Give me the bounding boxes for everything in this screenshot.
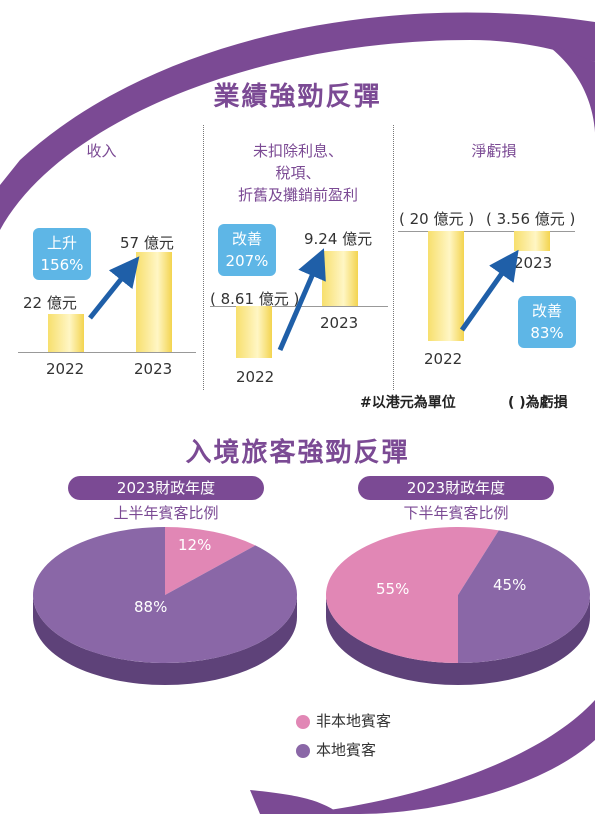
chart1-tick-2022: 2022 — [46, 360, 85, 378]
pie1-label-nonlocal: 12% — [178, 536, 212, 554]
chart2-bar-2023 — [322, 250, 358, 306]
arrow-icon — [88, 256, 140, 320]
pie1 — [33, 527, 298, 685]
chart2-value-2022: ( 8.61 億元 ) — [210, 290, 300, 308]
chart3-annotation: 改善 83% — [518, 296, 576, 348]
annotation-label: 改善 — [231, 230, 262, 248]
pie1-side — [33, 595, 297, 685]
annotation-label: 改善 — [531, 302, 562, 320]
pie1-slice-local — [33, 527, 298, 663]
pie2-label-nonlocal: 55% — [376, 580, 410, 598]
legend-item: 非本地賓客 — [296, 710, 391, 731]
arrow-icon — [277, 248, 326, 351]
chart3-value-2023: ( 3.56 億元 ) — [486, 210, 576, 228]
legend-item: 本地賓客 — [296, 739, 391, 760]
pie2-title: 2023財政年度 — [358, 476, 554, 500]
chart2-title-line: 折舊及攤銷前盈利 — [237, 186, 358, 204]
chart3-title: 淨虧損 — [471, 142, 517, 160]
chart1-annotation: 上升 156% — [33, 228, 91, 280]
pie1-label-local: 88% — [134, 598, 168, 616]
legend-label: 本地賓客 — [316, 741, 377, 759]
pie2-label-local: 45% — [493, 576, 527, 594]
chart1-value-2022: 22 億元 — [23, 294, 77, 312]
chart1-tick-2023: 2023 — [134, 360, 173, 378]
annotation-label: 上升 — [46, 234, 77, 252]
chart1-bar-2023 — [136, 252, 172, 352]
pie2-subtitle: 下半年賓客比例 — [403, 504, 509, 522]
pie2 — [326, 527, 590, 685]
chart3-bar-2023 — [514, 231, 550, 251]
chart3-value-2022: ( 20 億元 ) — [399, 210, 475, 228]
note-unit: #以港元為單位 — [360, 395, 456, 411]
chart2-title: 未扣除利息、 稅項、 折舊及攤銷前盈利 — [203, 140, 393, 206]
chart2-bar-2022 — [236, 306, 272, 358]
chart2-tick-2023: 2023 — [320, 314, 359, 332]
chart1-bar-2022 — [48, 313, 84, 352]
legend-swatch-icon — [296, 743, 310, 758]
chart3-tick-2022: 2022 — [424, 350, 463, 368]
pie1-title: 2023財政年度 — [68, 476, 264, 500]
chart2-title-line: 未扣除利息、 — [252, 142, 343, 160]
legend: 非本地賓客 本地賓客 — [296, 710, 391, 760]
legend-label: 非本地賓客 — [316, 712, 392, 730]
pie1-subtitle: 上半年賓客比例 — [113, 504, 219, 522]
chart2-tick-2022: 2022 — [236, 368, 275, 386]
annotation-value: 207% — [225, 252, 269, 270]
pie2-side — [326, 595, 590, 685]
chart1-value-2023: 57 億元 — [120, 234, 174, 252]
pie-charts — [33, 527, 590, 685]
chart2-annotation: 改善 207% — [218, 224, 276, 276]
arrow-icon — [459, 249, 519, 332]
chart3-baseline — [398, 231, 575, 232]
chart2-value-2023: 9.24 億元 — [304, 230, 373, 248]
chart3-bar-2022 — [428, 231, 464, 341]
section2-title: 入境旅客強勁反彈 — [185, 438, 410, 468]
annotation-value: 83% — [530, 324, 564, 342]
chart3-tick-2023: 2023 — [514, 254, 553, 272]
pie2-slice-local — [458, 530, 590, 663]
pie2-slice-nonlocal — [326, 527, 499, 663]
chart1-title: 收入 — [86, 142, 117, 160]
chart1-baseline — [18, 352, 196, 353]
divider — [393, 125, 394, 390]
divider — [203, 125, 204, 390]
section1-title: 業績強勁反彈 — [213, 82, 382, 112]
annotation-value: 156% — [40, 256, 84, 274]
legend-swatch-icon — [296, 714, 310, 729]
note-loss: ( )為虧損 — [508, 395, 568, 411]
pie1-slice-nonlocal — [165, 527, 256, 595]
chart2-title-line: 稅項、 — [275, 164, 321, 182]
